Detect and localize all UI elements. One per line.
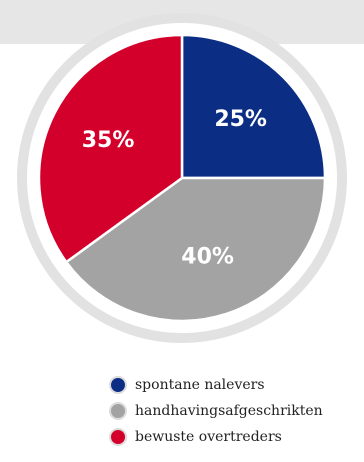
legend: spontane nalevers handhavingsafgeschrikt…: [109, 372, 323, 450]
slice-value-label: 40%: [181, 244, 234, 269]
legend-swatch-icon: [109, 428, 127, 446]
legend-swatch-icon: [109, 376, 127, 394]
legend-label: spontane nalevers: [135, 377, 265, 393]
legend-label: bewuste overtreders: [135, 429, 282, 445]
slice-bewuste-overtreders: [37, 33, 184, 264]
pie-chart: 25% 40% 35%: [17, 13, 347, 343]
pie-labels: 25% 40% 35%: [82, 107, 267, 270]
slice-value-label: 35%: [82, 128, 135, 153]
slice-spontane-nalevers: [180, 33, 327, 180]
legend-label: handhavingsafgeschrikten: [135, 403, 323, 419]
slice-handhavingsafgeschrikten: [65, 176, 327, 323]
legend-item-0: spontane nalevers: [109, 372, 323, 398]
slice-value-label: 25%: [214, 107, 267, 132]
legend-item-2: bewuste overtreders: [109, 424, 323, 450]
legend-item-1: handhavingsafgeschrikten: [109, 398, 323, 424]
pie-slices: [37, 33, 327, 323]
legend-swatch-icon: [109, 402, 127, 420]
